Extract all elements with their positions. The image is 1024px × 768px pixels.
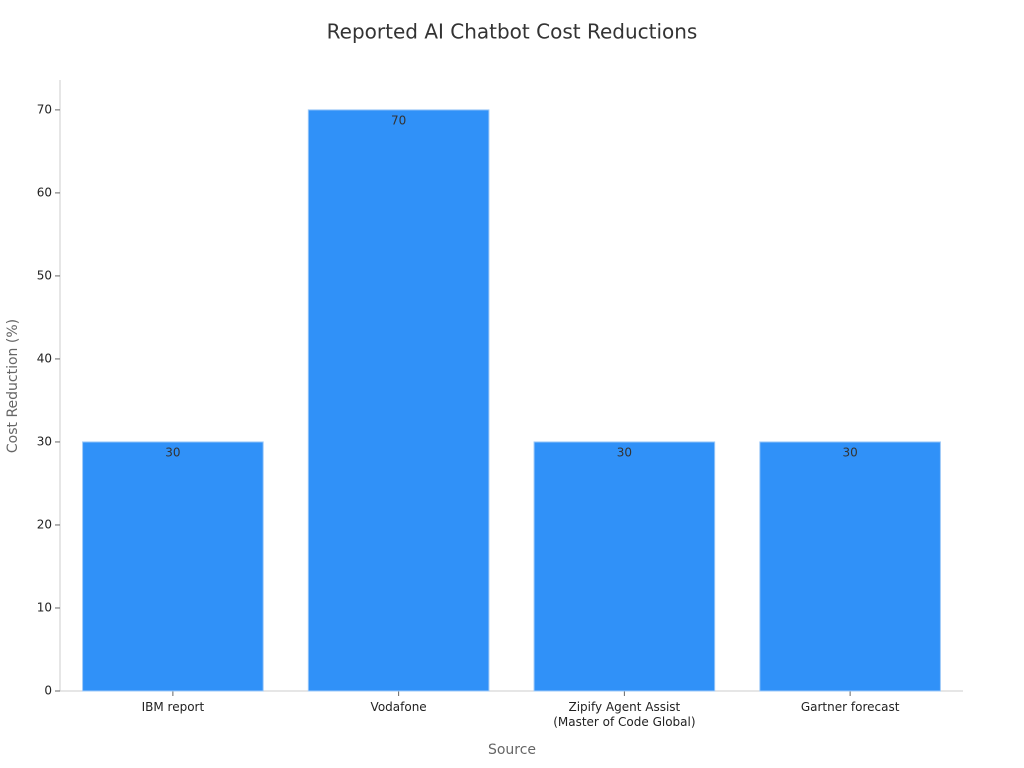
- y-tick-label: 10: [37, 600, 52, 614]
- y-axis-label: Cost Reduction (%): [5, 319, 21, 453]
- y-tick-label: 70: [37, 102, 52, 116]
- chart-title: Reported AI Chatbot Cost Reductions: [327, 20, 698, 44]
- x-tick-label: Gartner forecast: [800, 700, 900, 714]
- y-tick-label: 20: [37, 517, 52, 531]
- y-tick-label: 40: [37, 351, 52, 365]
- data-label: 30: [617, 445, 632, 459]
- y-tick-label: 30: [37, 434, 52, 448]
- bar: [533, 441, 716, 692]
- bar: [82, 441, 264, 692]
- y-tick-label: 60: [37, 185, 52, 199]
- y-tick-label: 0: [44, 684, 52, 698]
- x-axis-label: Source: [488, 742, 536, 758]
- data-label: 30: [165, 445, 180, 459]
- data-label: 70: [391, 113, 406, 127]
- x-tick-label: Vodafone: [370, 700, 427, 714]
- y-tick-label: 50: [37, 268, 52, 282]
- x-tick-label: Zipify Agent Assist (Master of Code Glob…: [553, 700, 696, 729]
- x-tick-label: IBM report: [141, 700, 205, 714]
- bar: [307, 109, 490, 692]
- bar: [759, 441, 941, 692]
- data-label: 30: [842, 445, 857, 459]
